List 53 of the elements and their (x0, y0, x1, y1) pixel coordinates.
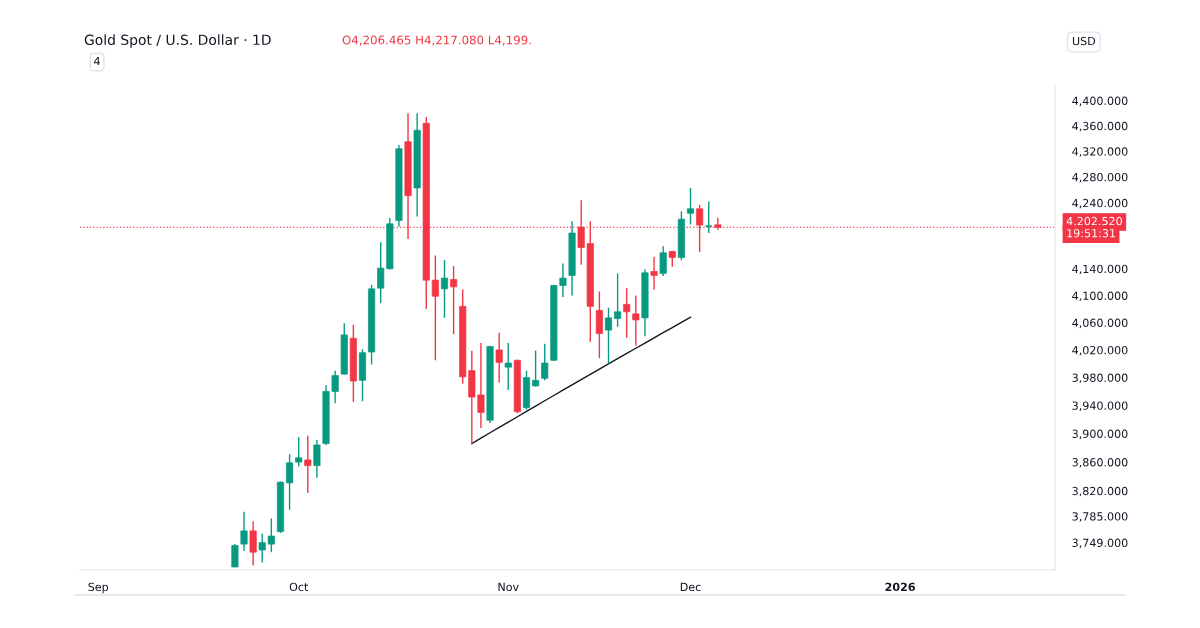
y-tick-label: 3,900.000 (1072, 429, 1128, 440)
text: 19:51:31 (1067, 228, 1115, 238)
candlestick (614, 272, 622, 328)
text: 4 (94, 56, 100, 66)
y-tick-label: 4,100.000 (1072, 291, 1128, 302)
candlestick (659, 245, 667, 277)
candlestick (632, 294, 640, 347)
candlestick (541, 343, 549, 382)
y-tick-label: 4,020.000 (1072, 345, 1128, 356)
candlestick (304, 435, 312, 494)
chart-title: Gold Spot / U.S. Dollar · 1D (84, 34, 271, 48)
candlestick (313, 439, 321, 479)
chart-subtitle: O4,206.465 H4,217.080 L4,199. (342, 35, 531, 46)
y-tick-label: 3,940.000 (1072, 401, 1128, 411)
line-series (471, 316, 692, 445)
x-tick-label: Sep (88, 582, 109, 594)
candlestick (604, 307, 613, 365)
y-tick-label: 4,240.000 (1072, 198, 1128, 209)
x-tick-label: 2026 (885, 582, 915, 592)
candlestick (240, 511, 248, 552)
x-tick-label: Dec (680, 582, 701, 592)
text: USD (1072, 36, 1096, 46)
candlestick (532, 349, 540, 388)
y-tick-label: 4,060.000 (1072, 318, 1128, 329)
y-tick-label: 4,400.000 (1072, 96, 1128, 107)
candlestick (504, 342, 512, 391)
candlestick (286, 453, 294, 511)
x-tick-label: Oct (289, 582, 309, 592)
y-tick-label: 4,140.000 (1072, 264, 1128, 275)
y-tick-label: 3,785.000 (1072, 512, 1128, 522)
candlestick (295, 436, 303, 468)
candlestick (450, 265, 458, 335)
y-tick-label: 4,360.000 (1072, 121, 1128, 132)
y-tick-label: 3,980.000 (1072, 373, 1128, 384)
y-tick-label: 4,280.000 (1072, 172, 1128, 183)
candlestick (623, 287, 631, 339)
y-tick-label: 4,320.000 (1072, 147, 1128, 157)
candlestick (705, 200, 713, 234)
candlestick (431, 254, 439, 361)
candlestick (231, 543, 239, 568)
candlestick (650, 256, 658, 291)
candlestick (595, 290, 603, 359)
candlestick (495, 332, 503, 384)
candlestick (249, 520, 257, 567)
ref-line-label: 4,202.520 (1066, 216, 1122, 227)
x-tick-label: Nov (498, 582, 519, 592)
y-tick-label: 3,820.000 (1072, 486, 1128, 497)
candlestick (267, 517, 275, 553)
y-tick-label: 3,749.000 (1072, 538, 1128, 549)
candlestick (440, 259, 449, 319)
candlestick (686, 187, 695, 226)
y-tick-label: 3,860.000 (1072, 458, 1128, 468)
candlestick (258, 533, 266, 564)
